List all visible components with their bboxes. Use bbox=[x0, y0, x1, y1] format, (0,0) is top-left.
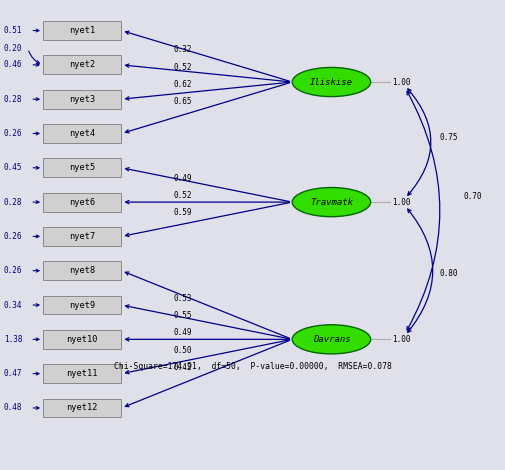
Text: Iliskise: Iliskise bbox=[310, 78, 352, 86]
Text: 0.75: 0.75 bbox=[438, 133, 457, 142]
Text: nyet9: nyet9 bbox=[69, 300, 95, 310]
Text: 0.47: 0.47 bbox=[4, 369, 22, 378]
Text: nyet12: nyet12 bbox=[66, 403, 98, 413]
FancyBboxPatch shape bbox=[43, 21, 121, 40]
Text: nyet3: nyet3 bbox=[69, 94, 95, 104]
FancyBboxPatch shape bbox=[43, 261, 121, 280]
Text: nyet1: nyet1 bbox=[69, 26, 95, 35]
Text: 0.34: 0.34 bbox=[4, 300, 22, 310]
Text: 0.50: 0.50 bbox=[173, 345, 191, 354]
Text: 0.26: 0.26 bbox=[4, 129, 22, 138]
Text: 0.53: 0.53 bbox=[173, 294, 191, 303]
Text: 0.26: 0.26 bbox=[4, 266, 22, 275]
Text: nyet7: nyet7 bbox=[69, 232, 95, 241]
Text: Chi-Square=174.91,  df=50,  P-value=0.00000,  RMSEA=0.078: Chi-Square=174.91, df=50, P-value=0.0000… bbox=[114, 362, 391, 371]
Text: 0.65: 0.65 bbox=[173, 97, 191, 106]
Text: 0.20: 0.20 bbox=[4, 44, 22, 53]
FancyBboxPatch shape bbox=[43, 158, 121, 177]
Text: 0.32: 0.32 bbox=[173, 46, 191, 55]
Text: 1.00: 1.00 bbox=[392, 197, 410, 207]
FancyBboxPatch shape bbox=[43, 296, 121, 314]
Text: 0.48: 0.48 bbox=[4, 403, 22, 413]
FancyBboxPatch shape bbox=[43, 55, 121, 74]
Text: nyet8: nyet8 bbox=[69, 266, 95, 275]
Text: 0.26: 0.26 bbox=[4, 232, 22, 241]
Text: 1.00: 1.00 bbox=[392, 78, 410, 86]
FancyBboxPatch shape bbox=[43, 193, 121, 212]
Text: 1.00: 1.00 bbox=[392, 335, 410, 344]
Text: 1.38: 1.38 bbox=[4, 335, 22, 344]
Text: 0.80: 0.80 bbox=[438, 268, 457, 278]
Text: 0.45: 0.45 bbox=[4, 163, 22, 172]
FancyBboxPatch shape bbox=[43, 364, 121, 383]
FancyBboxPatch shape bbox=[43, 330, 121, 349]
Text: nyet6: nyet6 bbox=[69, 197, 95, 207]
Text: 0.55: 0.55 bbox=[173, 311, 191, 321]
Text: nyet10: nyet10 bbox=[66, 335, 98, 344]
Text: 0.49: 0.49 bbox=[173, 329, 191, 337]
Text: 0.49: 0.49 bbox=[173, 174, 191, 183]
FancyBboxPatch shape bbox=[43, 124, 121, 143]
Text: 0.42: 0.42 bbox=[173, 363, 191, 372]
FancyBboxPatch shape bbox=[43, 90, 121, 109]
Text: 0.28: 0.28 bbox=[4, 197, 22, 207]
Text: 0.52: 0.52 bbox=[173, 191, 191, 200]
Text: 0.59: 0.59 bbox=[173, 208, 191, 217]
Text: Davrans: Davrans bbox=[312, 335, 349, 344]
Text: 0.62: 0.62 bbox=[173, 80, 191, 89]
Text: 0.70: 0.70 bbox=[463, 192, 481, 201]
FancyBboxPatch shape bbox=[43, 227, 121, 246]
Text: nyet11: nyet11 bbox=[66, 369, 98, 378]
Text: 0.52: 0.52 bbox=[173, 63, 191, 71]
Text: nyet2: nyet2 bbox=[69, 60, 95, 70]
Text: nyet5: nyet5 bbox=[69, 163, 95, 172]
Text: 0.28: 0.28 bbox=[4, 94, 22, 104]
Text: 0.46: 0.46 bbox=[4, 60, 22, 70]
Text: nyet4: nyet4 bbox=[69, 129, 95, 138]
Ellipse shape bbox=[291, 325, 370, 354]
Text: Travmatk: Travmatk bbox=[310, 197, 352, 207]
FancyBboxPatch shape bbox=[43, 399, 121, 417]
Text: 0.51: 0.51 bbox=[4, 26, 22, 35]
Ellipse shape bbox=[291, 68, 370, 97]
Ellipse shape bbox=[291, 188, 370, 217]
